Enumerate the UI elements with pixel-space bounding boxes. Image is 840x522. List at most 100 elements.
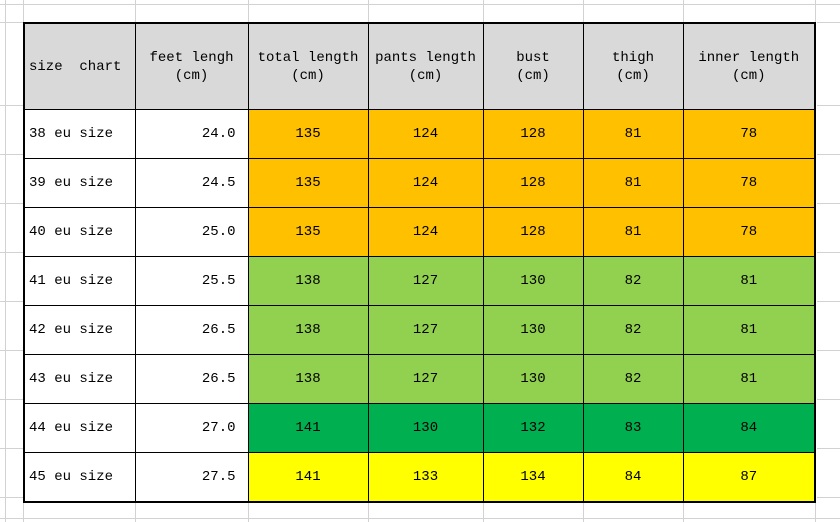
gridline — [817, 203, 840, 204]
gridline — [135, 0, 136, 22]
header-label: total length — [257, 49, 359, 66]
bust-cell: 128 — [482, 158, 584, 209]
header-label: inner length — [698, 49, 800, 66]
feet-length-cell: 25.0 — [134, 207, 249, 258]
thigh-cell: 82 — [582, 256, 684, 307]
header-row: size chart feet lengh (cm) total length … — [23, 22, 816, 111]
gridline — [583, 499, 584, 522]
table-row: 42 eu size 26.5 138 127 130 82 81 — [23, 305, 816, 356]
bust-cell: 130 — [482, 256, 584, 307]
inner-length-cell: 78 — [682, 109, 816, 160]
inner-length-cell: 87 — [682, 452, 816, 503]
feet-length-cell: 26.5 — [134, 305, 249, 356]
size-cell: 43 eu size — [23, 354, 136, 405]
gridline — [817, 399, 840, 400]
table-row: 39 eu size 24.5 135 124 128 81 78 — [23, 158, 816, 209]
gridline — [0, 105, 23, 106]
gridline — [0, 518, 840, 519]
gridline — [0, 399, 23, 400]
feet-length-cell: 25.5 — [134, 256, 249, 307]
gridline — [815, 499, 816, 522]
total-length-cell: 138 — [247, 354, 369, 405]
inner-length-cell: 81 — [682, 354, 816, 405]
gridline — [368, 0, 369, 22]
gridline — [817, 105, 840, 106]
gridline — [817, 252, 840, 253]
inner-length-cell: 84 — [682, 403, 816, 454]
thigh-cell: 83 — [582, 403, 684, 454]
gridline — [817, 22, 840, 23]
header-label: pants length — [375, 49, 476, 66]
size-cell: 40 eu size — [23, 207, 136, 258]
feet-length-cell: 27.5 — [134, 452, 249, 503]
header-feet-length: feet lengh (cm) — [134, 22, 249, 111]
gridline — [0, 448, 23, 449]
inner-length-cell: 78 — [682, 207, 816, 258]
total-length-cell: 138 — [247, 305, 369, 356]
gridline — [483, 0, 484, 22]
table-row: 45 eu size 27.5 141 133 134 84 87 — [23, 452, 816, 503]
header-total-length: total length (cm) — [247, 22, 369, 111]
pants-length-cell: 127 — [367, 354, 484, 405]
gridline — [817, 301, 840, 302]
feet-length-cell: 27.0 — [134, 403, 249, 454]
gridline — [817, 497, 840, 498]
header-unit: (cm) — [516, 67, 550, 84]
thigh-cell: 84 — [582, 452, 684, 503]
bust-cell: 128 — [482, 109, 584, 160]
header-thigh: thigh (cm) — [582, 22, 684, 111]
header-pants-length: pants length (cm) — [367, 22, 484, 111]
header-label: bust — [516, 49, 550, 66]
header-bust: bust (cm) — [482, 22, 584, 111]
inner-length-cell: 81 — [682, 256, 816, 307]
header-unit: (cm) — [291, 67, 325, 84]
thigh-cell: 82 — [582, 354, 684, 405]
thigh-cell: 82 — [582, 305, 684, 356]
table-row: 44 eu size 27.0 141 130 132 83 84 — [23, 403, 816, 454]
gridline — [583, 0, 584, 22]
pants-length-cell: 124 — [367, 109, 484, 160]
gridline — [135, 499, 136, 522]
gridline — [0, 22, 23, 23]
gridline — [0, 350, 23, 351]
gridline — [248, 499, 249, 522]
size-cell: 38 eu size — [23, 109, 136, 160]
gridline — [0, 252, 23, 253]
gridline — [0, 4, 840, 5]
gridline — [0, 301, 23, 302]
feet-length-cell: 24.0 — [134, 109, 249, 160]
thigh-cell: 81 — [582, 158, 684, 209]
total-length-cell: 141 — [247, 452, 369, 503]
gridline — [0, 154, 23, 155]
bust-cell: 130 — [482, 354, 584, 405]
header-unit: (cm) — [731, 67, 766, 84]
total-length-cell: 135 — [247, 109, 369, 160]
total-length-cell: 135 — [247, 158, 369, 209]
header-label: thigh — [611, 49, 654, 66]
header-unit: (cm) — [408, 67, 443, 84]
feet-length-cell: 24.5 — [134, 158, 249, 209]
gridline — [817, 448, 840, 449]
total-length-cell: 135 — [247, 207, 369, 258]
inner-length-cell: 78 — [682, 158, 816, 209]
gridline — [248, 0, 249, 22]
gridline — [0, 203, 23, 204]
bust-cell: 134 — [482, 452, 584, 503]
gridline — [368, 499, 369, 522]
size-cell: 42 eu size — [23, 305, 136, 356]
feet-length-cell: 26.5 — [134, 354, 249, 405]
gridline — [23, 0, 24, 22]
pants-length-cell: 133 — [367, 452, 484, 503]
gridline — [23, 499, 24, 522]
pants-length-cell: 127 — [367, 256, 484, 307]
gridline — [815, 0, 816, 22]
bust-cell: 132 — [482, 403, 584, 454]
table-row: 38 eu size 24.0 135 124 128 81 78 — [23, 109, 816, 160]
gridline — [817, 154, 840, 155]
size-chart-table: size chart feet lengh (cm) total length … — [23, 22, 816, 503]
pants-length-cell: 130 — [367, 403, 484, 454]
gridline — [683, 499, 684, 522]
pants-length-cell: 124 — [367, 207, 484, 258]
header-inner-length: inner length (cm) — [682, 22, 816, 111]
